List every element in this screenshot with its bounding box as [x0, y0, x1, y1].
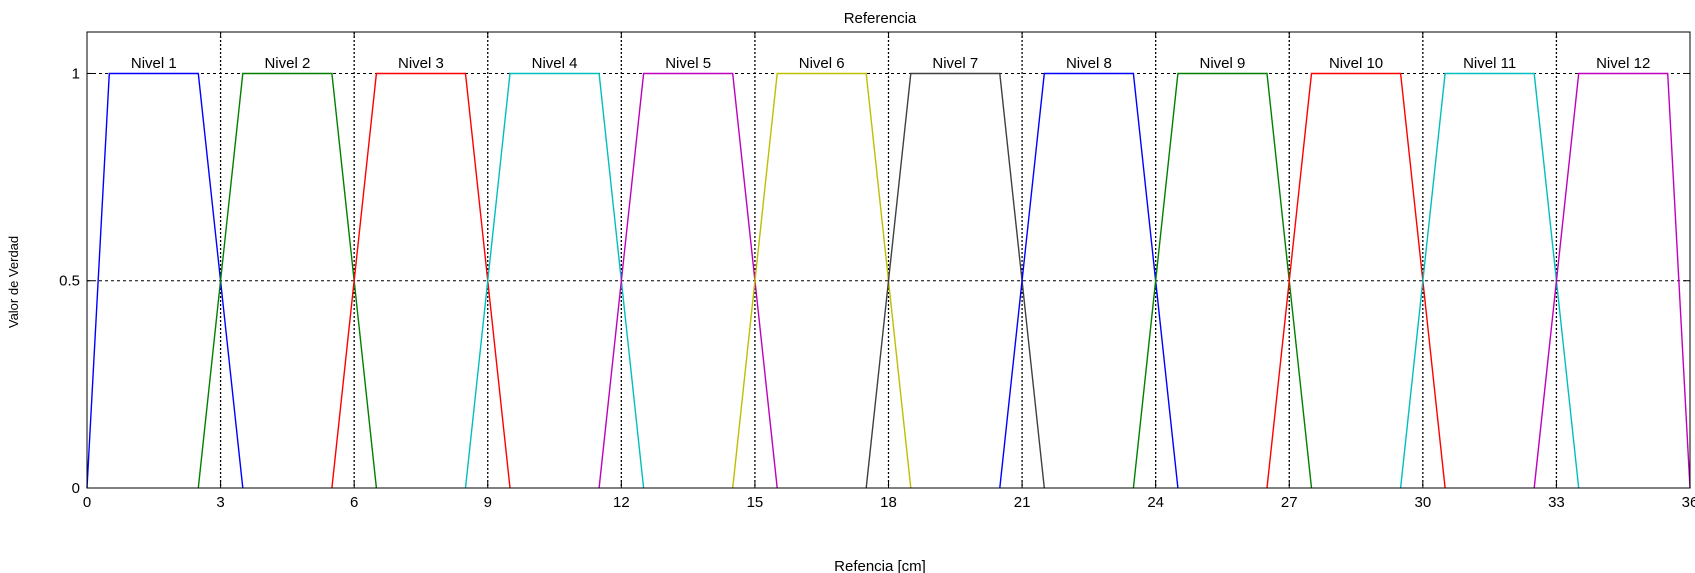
level-label-nivel-1: Nivel 1 — [131, 55, 177, 72]
x-axis-label: Refencia [cm] — [834, 558, 926, 573]
level-label-nivel-11: Nivel 11 — [1463, 55, 1516, 72]
x-tick-label: 6 — [350, 494, 358, 511]
y-tick-label: 0.5 — [59, 273, 80, 290]
level-label-nivel-12: Nivel 12 — [1596, 55, 1650, 72]
series-line-nivel-12 — [1533, 72, 1691, 489]
x-tick-label: 15 — [747, 494, 764, 511]
chart-title: Referencia — [844, 10, 917, 27]
x-tick-label: 0 — [83, 494, 91, 511]
level-label-nivel-4: Nivel 4 — [532, 55, 578, 72]
x-tick-label: 30 — [1414, 494, 1431, 511]
level-label-nivel-10: Nivel 10 — [1329, 55, 1383, 72]
level-label-nivel-3: Nivel 3 — [398, 55, 444, 72]
level-label-nivel-7: Nivel 7 — [932, 55, 978, 72]
x-tick-label: 27 — [1281, 494, 1298, 511]
level-label-nivel-9: Nivel 9 — [1200, 55, 1246, 72]
y-tick-label: 0 — [72, 480, 80, 497]
plot-area: Nivel 1 Nivel 2 Nivel 3 Nivel 4 Nivel 5 Nivel… — [59, 31, 1695, 511]
level-label-nivel-5: Nivel 5 — [665, 55, 711, 72]
x-tick-label: 3 — [216, 494, 224, 511]
x-tick-label: 21 — [1014, 494, 1031, 511]
x-tick-label: 18 — [880, 494, 897, 511]
level-label-nivel-2: Nivel 2 — [264, 55, 310, 72]
x-tick-label: 12 — [613, 494, 630, 511]
x-tick-label: 24 — [1147, 494, 1164, 511]
level-label-nivel-8: Nivel 8 — [1066, 55, 1112, 72]
y-tick-label: 1 — [72, 65, 80, 82]
x-tick-label: 36 — [1682, 494, 1695, 511]
y-axis-label: Valor de Verdad — [6, 236, 21, 328]
x-tick-label: 33 — [1548, 494, 1565, 511]
x-tick-label: 9 — [484, 494, 492, 511]
level-label-nivel-6: Nivel 6 — [799, 55, 845, 72]
